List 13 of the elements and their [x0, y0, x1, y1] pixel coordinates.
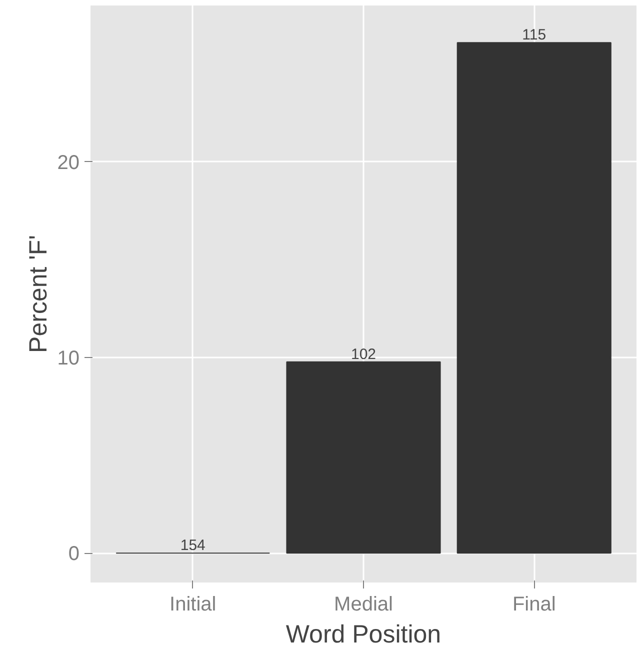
x-tick-label: Initial [170, 594, 216, 616]
y-tick-label: 20 [57, 152, 80, 174]
x-tick-label: Final [512, 594, 556, 616]
bar [286, 361, 441, 554]
y-tick-label: 10 [57, 348, 80, 370]
y-axis-title: Percent 'F' [24, 235, 52, 353]
x-axis-title: Word Position [286, 620, 442, 648]
annotation: 102 [350, 346, 376, 363]
annotation: 154 [180, 537, 206, 554]
annotation: 115 [522, 26, 546, 44]
bar [456, 42, 612, 554]
x-tick-label: Medial [334, 594, 393, 616]
y-tick-label: 0 [68, 543, 80, 566]
